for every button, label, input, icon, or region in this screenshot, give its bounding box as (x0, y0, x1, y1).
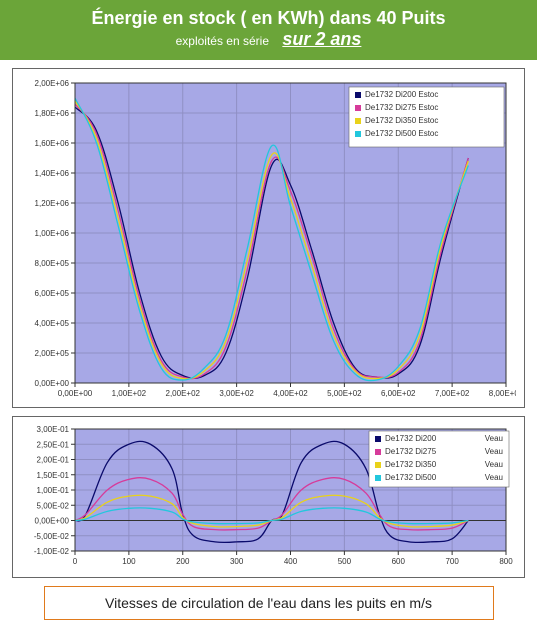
svg-text:4,00E+05: 4,00E+05 (35, 319, 70, 328)
svg-text:De1732 Di350 Estoc: De1732 Di350 Estoc (365, 116, 438, 125)
svg-text:-5,00E-02: -5,00E-02 (34, 532, 70, 541)
svg-text:100: 100 (122, 557, 136, 566)
svg-text:1,00E+06: 1,00E+06 (35, 229, 70, 238)
svg-text:Veau: Veau (485, 473, 503, 482)
svg-text:0: 0 (73, 557, 78, 566)
svg-text:1,40E+06: 1,40E+06 (35, 169, 70, 178)
svg-text:0,00E+00: 0,00E+00 (35, 379, 70, 388)
svg-text:2,50E-01: 2,50E-01 (37, 440, 70, 449)
svg-text:8,00E+02: 8,00E+02 (489, 389, 516, 398)
svg-text:0,00E+00: 0,00E+00 (58, 389, 93, 398)
svg-text:1,80E+06: 1,80E+06 (35, 109, 70, 118)
title-banner: Énergie en stock ( en KWh) dans 40 Puits… (0, 0, 537, 60)
svg-text:1,60E+06: 1,60E+06 (35, 139, 70, 148)
svg-text:2,00E+05: 2,00E+05 (35, 349, 70, 358)
svg-text:1,00E+02: 1,00E+02 (112, 389, 147, 398)
chart-energy: 0,00E+00 1,00E+02 2,00E+02 3,00E+02 4,00E+02… (12, 68, 525, 408)
svg-text:8,00E+05: 8,00E+05 (35, 259, 70, 268)
svg-text:Veau: Veau (485, 434, 503, 443)
svg-text:3,00E-01: 3,00E-01 (37, 425, 70, 434)
svg-text:Veau: Veau (485, 447, 503, 456)
title-sub1: exploités en série (176, 34, 269, 48)
chart-velocity: 0 100 200 300 400 500 600 700 800 -1,00E-02 -5,00E… (12, 416, 525, 578)
svg-text:4,00E+02: 4,00E+02 (273, 389, 308, 398)
svg-text:500: 500 (338, 557, 352, 566)
caption-text: Vitesses de circulation de l'eau dans le… (105, 595, 432, 611)
caption-box: Vitesses de circulation de l'eau dans le… (44, 586, 494, 620)
svg-text:6,00E+05: 6,00E+05 (35, 289, 70, 298)
svg-text:5,00E-02: 5,00E-02 (37, 501, 70, 510)
svg-text:De1732 Di200 Estoc: De1732 Di200 Estoc (365, 90, 438, 99)
svg-text:200: 200 (176, 557, 190, 566)
svg-text:2,00E+02: 2,00E+02 (166, 389, 201, 398)
svg-text:De1732 Di500: De1732 Di500 (385, 473, 437, 482)
svg-text:De1732 Di200: De1732 Di200 (385, 434, 437, 443)
svg-text:1,00E-01: 1,00E-01 (37, 486, 70, 495)
svg-text:De1732 Di275 Estoc: De1732 Di275 Estoc (365, 103, 438, 112)
svg-text:7,00E+02: 7,00E+02 (435, 389, 470, 398)
svg-text:800: 800 (499, 557, 513, 566)
svg-text:5,00E+02: 5,00E+02 (327, 389, 362, 398)
svg-text:1,20E+06: 1,20E+06 (35, 199, 70, 208)
svg-text:0,00E+00: 0,00E+00 (35, 517, 70, 526)
svg-text:300: 300 (230, 557, 244, 566)
svg-text:2,00E+06: 2,00E+06 (35, 79, 70, 88)
svg-text:1,50E-01: 1,50E-01 (37, 471, 70, 480)
svg-text:3,00E+02: 3,00E+02 (219, 389, 254, 398)
svg-text:400: 400 (284, 557, 298, 566)
svg-text:6,00E+02: 6,00E+02 (381, 389, 416, 398)
svg-text:De1732 Di500 Estoc: De1732 Di500 Estoc (365, 129, 438, 138)
svg-text:2,00E-01: 2,00E-01 (37, 456, 70, 465)
svg-text:700: 700 (445, 557, 459, 566)
svg-text:600: 600 (392, 557, 406, 566)
svg-text:De1732 Di350: De1732 Di350 (385, 460, 437, 469)
svg-text:Veau: Veau (485, 460, 503, 469)
svg-text:-1,00E-02: -1,00E-02 (34, 547, 70, 556)
title-line1: Énergie en stock ( en KWh) dans 40 Puits (6, 8, 531, 29)
svg-text:De1732 Di275: De1732 Di275 (385, 447, 437, 456)
title-sub2: sur 2 ans (282, 29, 361, 49)
